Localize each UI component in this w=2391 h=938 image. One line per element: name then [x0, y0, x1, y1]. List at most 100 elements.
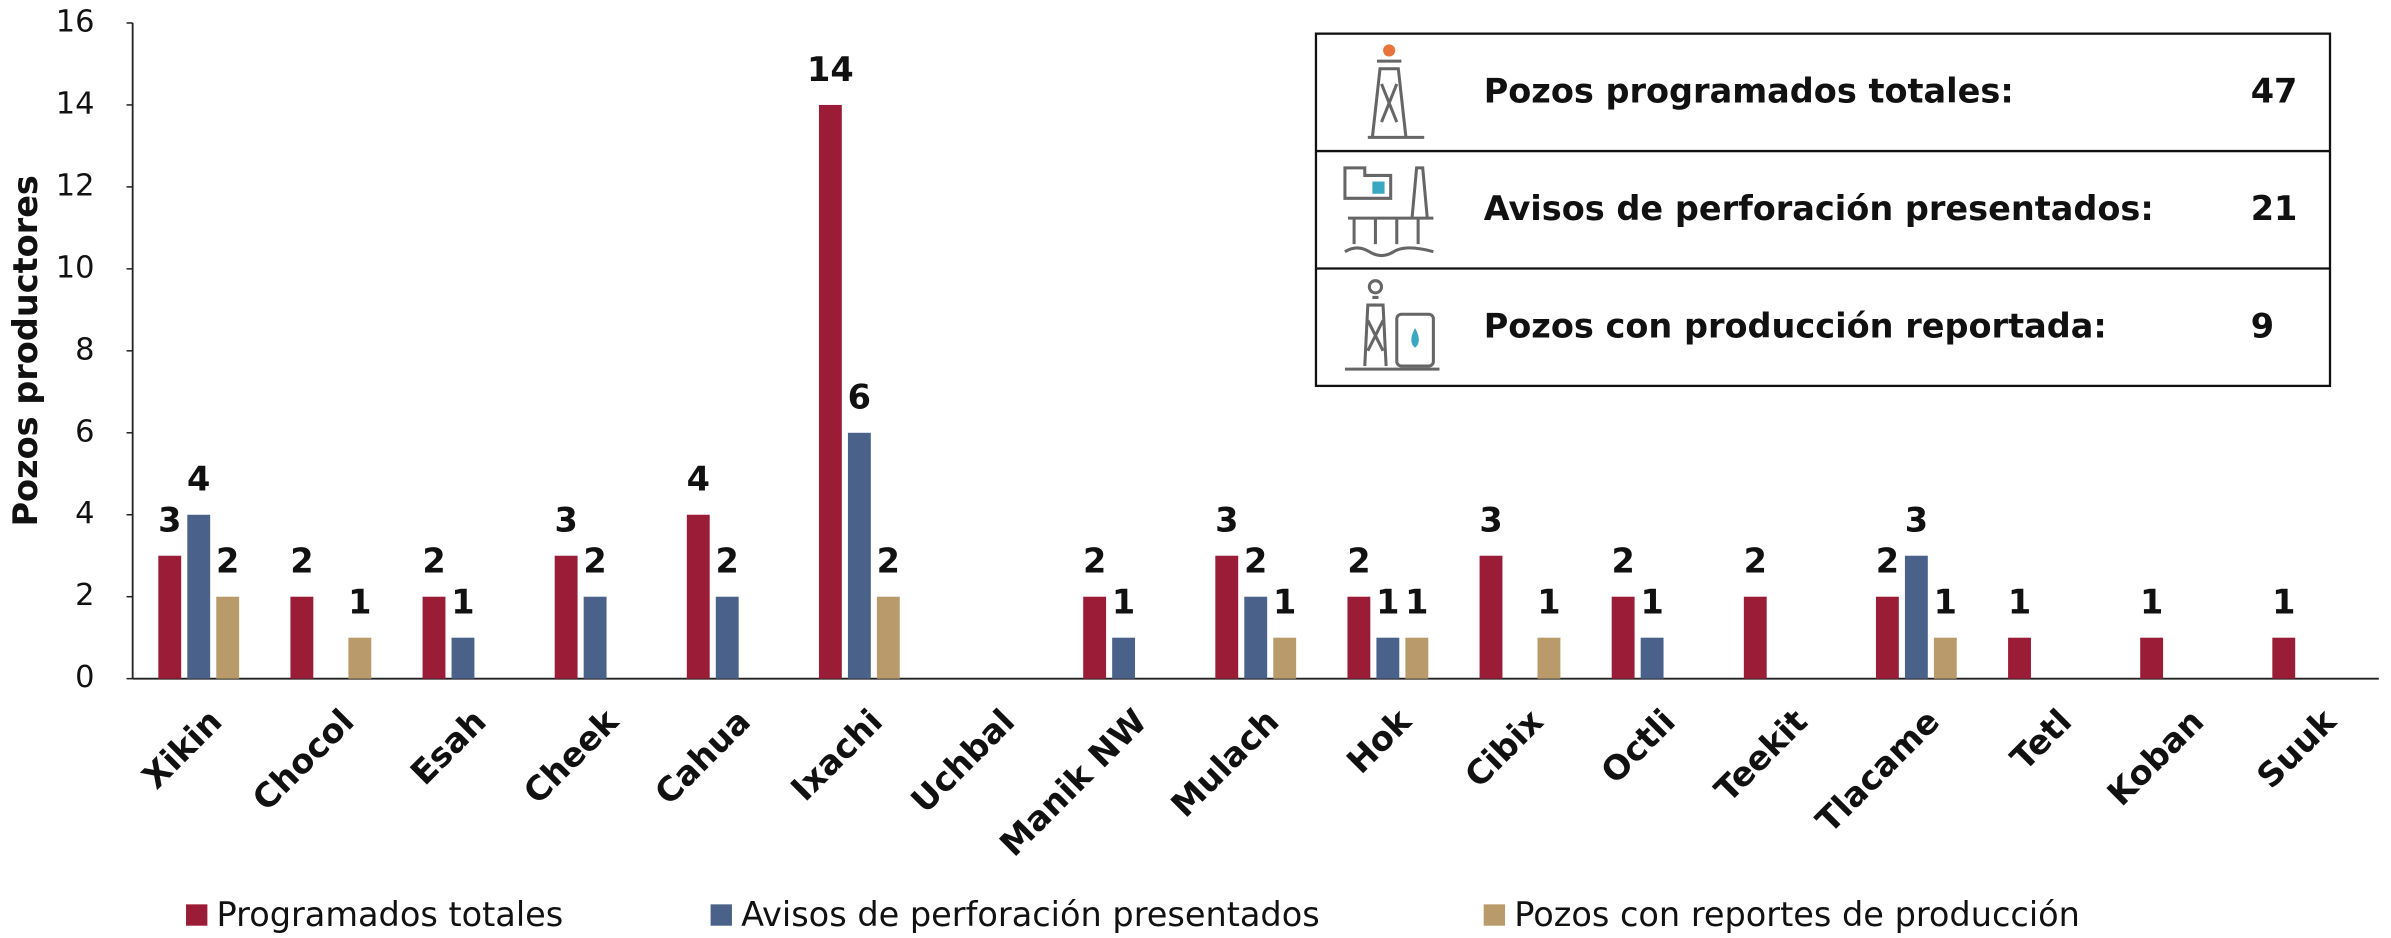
- bar: [1405, 637, 1429, 679]
- data-label: 2: [583, 542, 606, 581]
- bar: [158, 555, 182, 679]
- summary-frame: [1314, 32, 2332, 388]
- bar: [1376, 637, 1400, 679]
- x-tick-label: Xikin: [135, 702, 230, 797]
- bar: [290, 596, 314, 679]
- data-label: 1: [1273, 583, 1296, 622]
- bar: [216, 596, 240, 679]
- data-label: 2: [1244, 542, 1267, 581]
- data-label: 2: [1347, 542, 1370, 581]
- bar: [583, 596, 607, 679]
- data-label: 3: [1905, 501, 1928, 540]
- bar: [2272, 637, 2296, 679]
- summary-value: 21: [2251, 189, 2298, 228]
- data-label: 2: [877, 542, 900, 581]
- data-label: 4: [187, 460, 210, 499]
- legend-label: Programados totales: [217, 895, 564, 934]
- bar: [2008, 637, 2031, 679]
- y-tick-label: 2: [75, 578, 94, 613]
- bar: [1611, 596, 1635, 679]
- data-label: 3: [1215, 501, 1238, 540]
- bar: [1904, 555, 1928, 679]
- summary-value: 9: [2251, 306, 2274, 345]
- y-tick-label: 14: [56, 86, 95, 121]
- data-label: 1: [1934, 583, 1957, 622]
- data-label: 3: [158, 501, 181, 540]
- data-label: 1: [2272, 583, 2295, 622]
- bar: [876, 596, 900, 679]
- y-tick-label: 10: [56, 250, 95, 285]
- y-tick-label: 16: [56, 4, 95, 39]
- legend-label: Avisos de perforación presentados: [741, 895, 1320, 934]
- data-label: 2: [290, 542, 313, 581]
- bar: [187, 514, 211, 679]
- bar: [1083, 596, 1107, 679]
- x-tick-label: Hok: [1339, 701, 1419, 781]
- bar: [1215, 555, 1239, 679]
- bar: [1112, 637, 1136, 679]
- summary-value: 47: [2251, 72, 2298, 111]
- x-tick-label: Tetl: [2003, 702, 2079, 778]
- legend-label: Pozos con reportes de producción: [1514, 895, 2080, 934]
- bar: [1640, 637, 1664, 679]
- bar: [1479, 555, 1503, 679]
- bar: [451, 637, 475, 679]
- data-label: 4: [687, 460, 710, 499]
- x-tick-label: Koban: [2100, 702, 2212, 814]
- x-tick-label: Tlacame: [1808, 702, 1947, 841]
- data-label: 6: [848, 378, 871, 417]
- data-label: 3: [1479, 501, 1502, 540]
- bar: [847, 432, 871, 679]
- data-label: 2: [216, 542, 239, 581]
- summary-label: Pozos programados totales:: [1484, 72, 2014, 111]
- bar: [2140, 637, 2164, 679]
- x-tick-label: Suuk: [2249, 701, 2344, 796]
- data-label: 3: [554, 501, 577, 540]
- summary-label: Avisos de perforación presentados:: [1484, 189, 2154, 228]
- bar: [422, 596, 446, 679]
- x-tick-label: Esah: [403, 702, 494, 793]
- bar: [1244, 596, 1268, 679]
- data-label: 1: [1537, 583, 1560, 622]
- data-label: 2: [1876, 542, 1899, 581]
- y-tick-label: 12: [56, 168, 95, 203]
- bar: [686, 514, 710, 679]
- data-label: 1: [2008, 583, 2031, 622]
- data-label: 1: [451, 583, 474, 622]
- y-tick-label: 6: [75, 414, 94, 449]
- legend-swatch: [1483, 904, 1506, 926]
- bar: [348, 637, 372, 679]
- icon-production: [1344, 279, 1440, 371]
- x-tick-label: Teekit: [1707, 702, 1815, 810]
- bar: [715, 596, 739, 679]
- data-label: 1: [348, 583, 371, 622]
- x-tick-label: Mulach: [1163, 702, 1286, 825]
- data-label: 1: [1112, 583, 1135, 622]
- data-label: 1: [1376, 583, 1399, 622]
- summary-label: Pozos con producción reportada:: [1484, 306, 2107, 345]
- data-label: 14: [807, 50, 854, 89]
- bar: [1273, 637, 1297, 679]
- x-tick-label: Cahua: [647, 702, 758, 813]
- bar: [1875, 596, 1899, 679]
- y-tick-label: 0: [75, 660, 94, 695]
- bar: [1933, 637, 1957, 679]
- bar: [1347, 596, 1371, 679]
- bar: [1743, 596, 1767, 679]
- data-label: 2: [1744, 542, 1767, 581]
- data-label: 1: [1405, 583, 1428, 622]
- legend-swatch: [710, 904, 732, 926]
- data-label: 2: [1611, 542, 1634, 581]
- x-tick-label: Cibix: [1457, 701, 1551, 795]
- icon-rig: [1367, 44, 1425, 139]
- bar: [554, 555, 578, 679]
- y-tick-label: 8: [75, 332, 94, 367]
- icon-platform: [1343, 166, 1434, 258]
- bar: [818, 104, 842, 679]
- y-tick-label: 4: [75, 496, 94, 531]
- x-tick-label: Chocol: [245, 702, 362, 819]
- legend-swatch: [186, 904, 208, 926]
- x-tick-label: Octli: [1593, 702, 1682, 791]
- data-label: 2: [716, 542, 739, 581]
